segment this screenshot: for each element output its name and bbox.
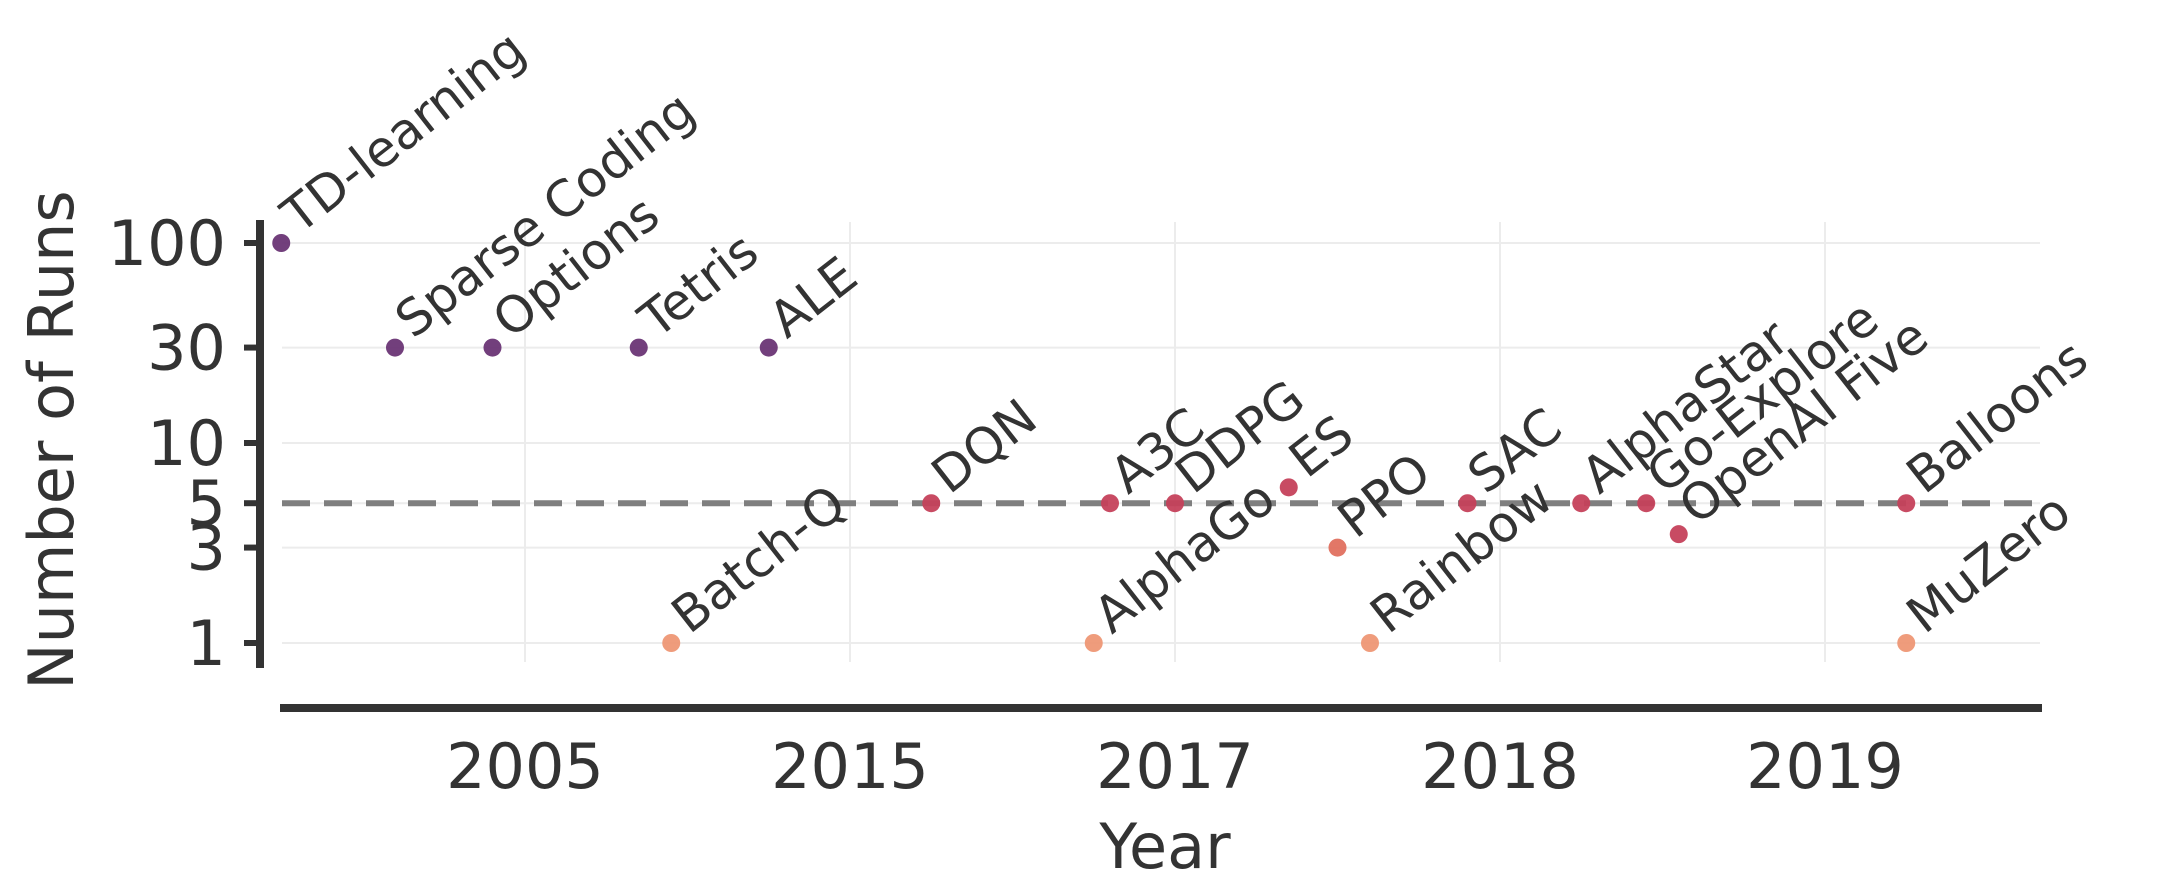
data-point	[1458, 494, 1477, 513]
data-point	[1279, 478, 1298, 497]
y-tick-label: 30	[147, 312, 226, 385]
y-tick-label: 10	[147, 407, 226, 480]
data-point	[272, 234, 291, 252]
data-point	[1101, 494, 1119, 513]
data-point	[1637, 494, 1656, 513]
point-label: TD-learning	[270, 20, 536, 246]
x-tick-label: 2019	[1746, 730, 1904, 803]
x-axis-title: Year	[1098, 810, 1231, 883]
point-label: DQN	[921, 388, 1048, 505]
point-label: MuZero	[1896, 482, 2081, 645]
data-point	[1897, 494, 1916, 513]
data-point	[922, 494, 941, 513]
data-point	[1084, 634, 1103, 652]
data-point	[662, 634, 681, 652]
data-point	[483, 338, 502, 357]
data-point	[1166, 494, 1184, 513]
data-point	[1572, 494, 1591, 513]
data-point	[386, 338, 404, 357]
data-point	[1669, 525, 1688, 544]
y-tick-label: 3	[187, 512, 226, 585]
y-tick-label: 1	[187, 607, 226, 680]
points-layer	[272, 234, 1916, 652]
point-label: ALE	[758, 246, 868, 349]
grid-layer	[282, 222, 2040, 662]
data-point	[1897, 634, 1916, 652]
data-point	[1328, 538, 1347, 557]
data-point	[759, 338, 778, 357]
x-tick-label: 2018	[1421, 730, 1579, 803]
point-label: AlphaGo	[1083, 469, 1285, 645]
x-tick-label: 2005	[446, 730, 604, 803]
y-tick-label: 5	[187, 467, 226, 540]
point-label: Batch-Q	[661, 474, 857, 645]
x-tick-label: 2017	[1096, 730, 1254, 803]
data-point	[1361, 634, 1379, 652]
y-tick-label: 100	[108, 207, 226, 280]
data-point	[629, 338, 648, 357]
x-tick-label: 2015	[771, 730, 929, 803]
y-axis-title: Number of Runs	[15, 190, 88, 689]
